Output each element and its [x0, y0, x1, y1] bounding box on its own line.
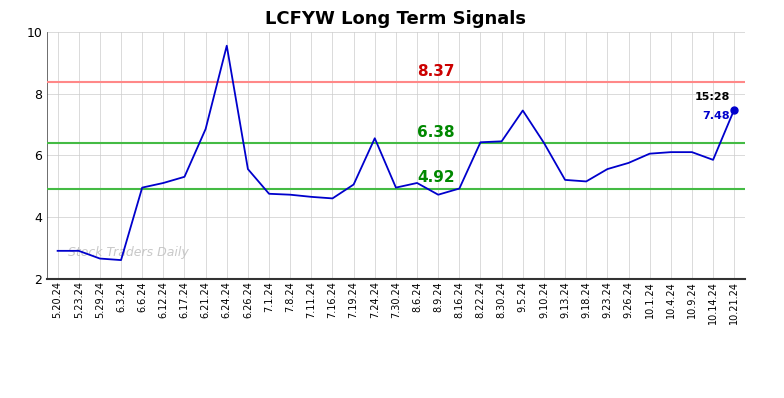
- Text: 15:28: 15:28: [695, 92, 730, 102]
- Title: LCFYW Long Term Signals: LCFYW Long Term Signals: [266, 10, 526, 27]
- Text: Stock Traders Daily: Stock Traders Daily: [68, 246, 189, 259]
- Text: 7.48: 7.48: [702, 111, 730, 121]
- Text: 8.37: 8.37: [417, 64, 455, 79]
- Text: 6.38: 6.38: [417, 125, 455, 140]
- Text: 4.92: 4.92: [417, 170, 455, 185]
